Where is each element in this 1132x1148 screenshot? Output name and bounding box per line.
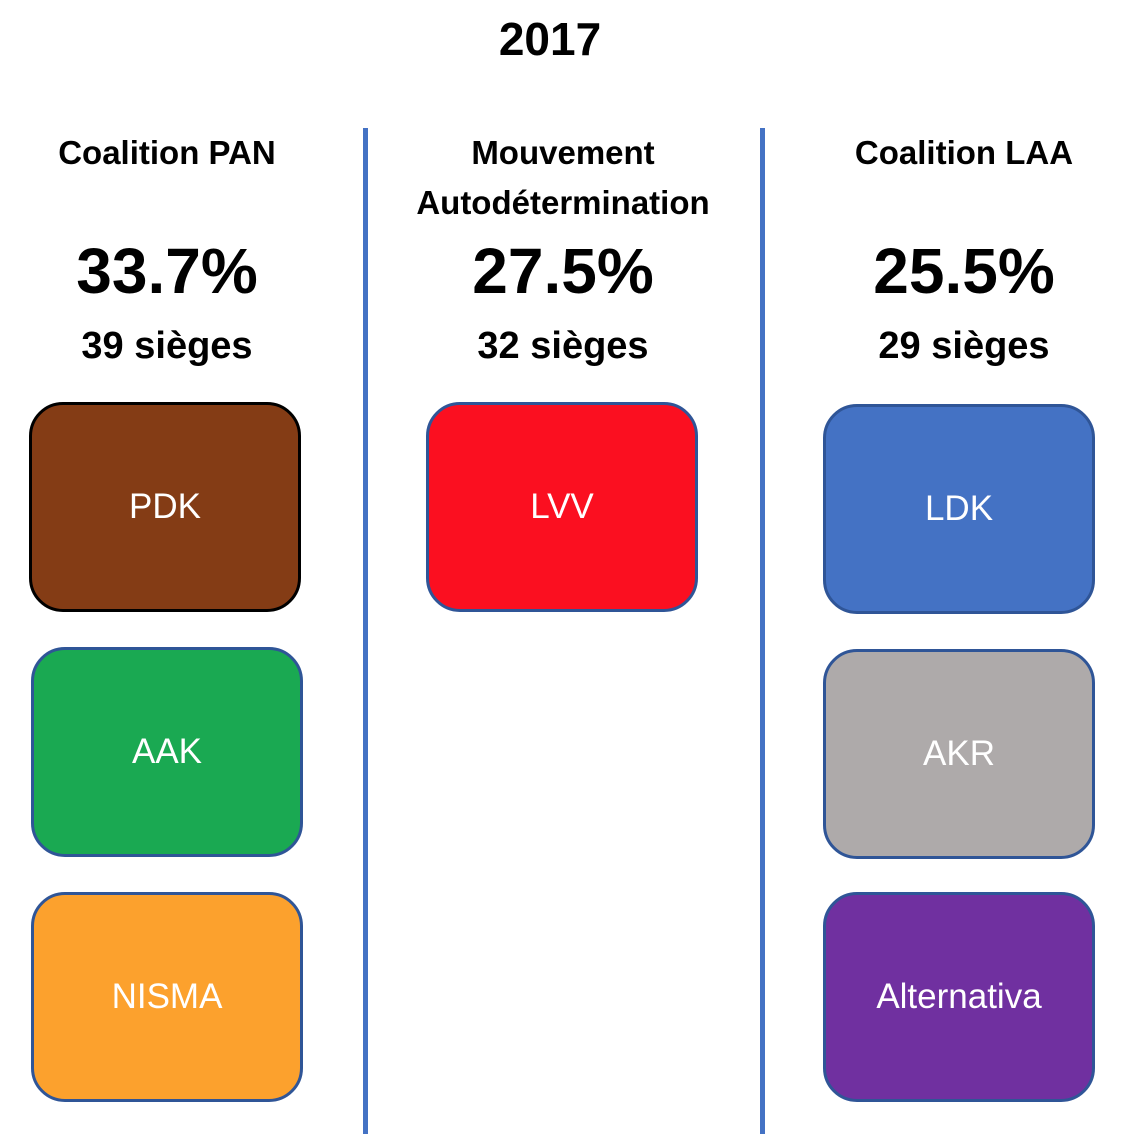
party-box-nisma: NISMA bbox=[31, 892, 303, 1102]
party-label: Alternativa bbox=[876, 977, 1042, 1016]
column-name: Coalition LAA bbox=[854, 134, 1074, 171]
column-seats: 29 sièges bbox=[878, 325, 1050, 367]
column-percent: 33.7% bbox=[76, 235, 258, 307]
chart-title: 2017 bbox=[498, 13, 602, 65]
column-name: Coalition PAN bbox=[58, 134, 276, 171]
column-seats: 39 sièges bbox=[81, 325, 253, 367]
party-box-lvv: LVV bbox=[426, 402, 698, 612]
party-box-pdk: PDK bbox=[29, 402, 301, 612]
party-box-akr: AKR bbox=[823, 649, 1095, 859]
column-divider-left bbox=[363, 128, 368, 1134]
column-seats: 32 sièges bbox=[477, 325, 649, 367]
party-label: PDK bbox=[129, 487, 201, 526]
party-box-aak: AAK bbox=[31, 647, 303, 857]
party-box-ldk: LDK bbox=[823, 404, 1095, 614]
column-percent: 25.5% bbox=[873, 235, 1055, 307]
party-label: AAK bbox=[131, 732, 203, 771]
party-label: AKR bbox=[923, 734, 995, 773]
column-percent: 27.5% bbox=[472, 235, 654, 307]
party-label: LDK bbox=[924, 489, 994, 528]
column-divider-right bbox=[760, 128, 765, 1134]
party-label: LVV bbox=[530, 487, 594, 526]
column-name: Mouvement Autodétermination bbox=[416, 134, 710, 221]
party-label: NISMA bbox=[111, 977, 223, 1016]
party-box-alternativa: Alternativa bbox=[823, 892, 1095, 1102]
